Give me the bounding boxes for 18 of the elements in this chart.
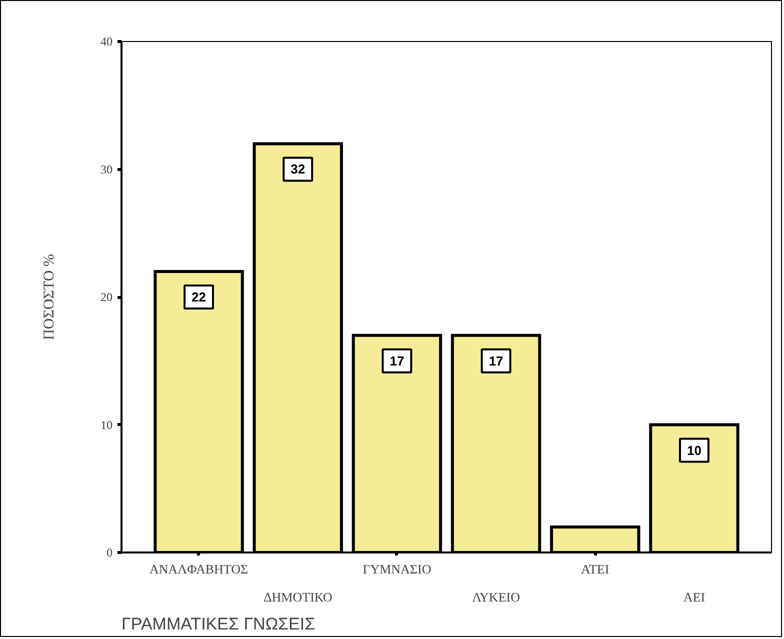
x-tick-label: ΔΗΜΟΤΙΚΟ <box>263 590 332 604</box>
x-tick-label: ΑΤΕΙ <box>581 562 610 576</box>
data-label: 17 <box>488 353 504 368</box>
data-label: 17 <box>390 353 404 368</box>
x-axis-title: ΓΡΑΜΜΑΤΙΚΕΣ ΓΝΩΣΕΙΣ <box>122 614 316 634</box>
y-tick-label: 40 <box>100 34 112 48</box>
y-tick-label: 20 <box>100 290 112 304</box>
x-tick-label: ΑΕΙ <box>683 590 706 604</box>
x-tick-label: ΓΥΜΝΑΣΙΟ <box>362 562 432 576</box>
x-tick-label: ΑΝΑΛΦΑΒΗΤΟΣ <box>149 562 248 576</box>
data-label: 10 <box>686 442 702 458</box>
data-label: 22 <box>192 289 206 304</box>
y-tick-label: 0 <box>106 546 112 560</box>
y-axis-title: ΠΟΣΟΣΤΟ % <box>42 254 58 340</box>
y-tick-label: 30 <box>100 162 112 176</box>
y-tick-label: 10 <box>100 418 112 432</box>
x-tick-label: ΛΥΚΕΙΟ <box>472 590 520 604</box>
data-label: 32 <box>290 162 306 177</box>
